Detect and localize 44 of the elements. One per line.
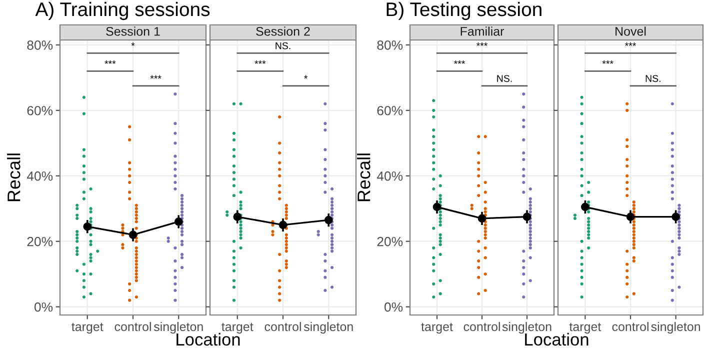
x-tick-label: control xyxy=(464,322,500,332)
chart-title: A) Training sessions xyxy=(35,2,210,20)
chart-subtitle: Session 1 xyxy=(106,26,160,36)
y-tick-label: 20% xyxy=(377,236,403,246)
annotation: * xyxy=(304,75,308,79)
x-tick-label: control xyxy=(612,322,648,332)
y-tick-label: 40% xyxy=(26,171,53,181)
chart-subtitle: Novel xyxy=(616,26,646,36)
y-tick-label: 0% xyxy=(384,302,403,312)
chart-subtitle: Session 2 xyxy=(256,26,310,36)
x-tick-label: target xyxy=(569,322,602,334)
annotation: *** xyxy=(476,42,488,46)
annotation: NS. xyxy=(497,75,512,82)
annotation: *** xyxy=(454,60,466,64)
y-tick-label: 60% xyxy=(377,106,403,116)
x-tick-label: control xyxy=(114,322,151,332)
y-tick-label: 0% xyxy=(34,302,53,312)
y-axis-title: Recall xyxy=(7,154,20,202)
y-tick-label: 40% xyxy=(376,171,403,181)
y-tick-label: 20% xyxy=(27,236,53,246)
chart-title: B) Testing session xyxy=(386,2,542,20)
annotation: *** xyxy=(624,42,636,46)
annotation: *** xyxy=(104,60,116,64)
annotation: NS. xyxy=(276,42,290,50)
y-axis-title: Recall xyxy=(357,154,370,202)
x-tick-label: control xyxy=(264,322,301,332)
y-tick-label: 80% xyxy=(377,40,403,50)
x-tick-label: target xyxy=(222,322,254,334)
y-tick-label: 60% xyxy=(27,106,53,116)
annotation: *** xyxy=(602,60,614,64)
x-tick-label: target xyxy=(72,322,104,334)
x-tick-label: singleton xyxy=(651,322,700,334)
x-axis-title: Location xyxy=(176,332,240,346)
y-tick-label: 80% xyxy=(27,40,53,50)
chart-subtitle: Familiar xyxy=(460,26,504,36)
annotation: *** xyxy=(254,60,266,64)
x-tick-label: target xyxy=(421,322,453,334)
x-axis-title: Location xyxy=(525,332,588,346)
x-tick-label: singleton xyxy=(154,322,203,334)
x-tick-label: singleton xyxy=(304,322,353,334)
annotation: * xyxy=(131,42,135,46)
annotation: NS. xyxy=(646,75,660,82)
annotation: *** xyxy=(150,75,162,79)
x-tick-label: singleton xyxy=(502,322,552,334)
